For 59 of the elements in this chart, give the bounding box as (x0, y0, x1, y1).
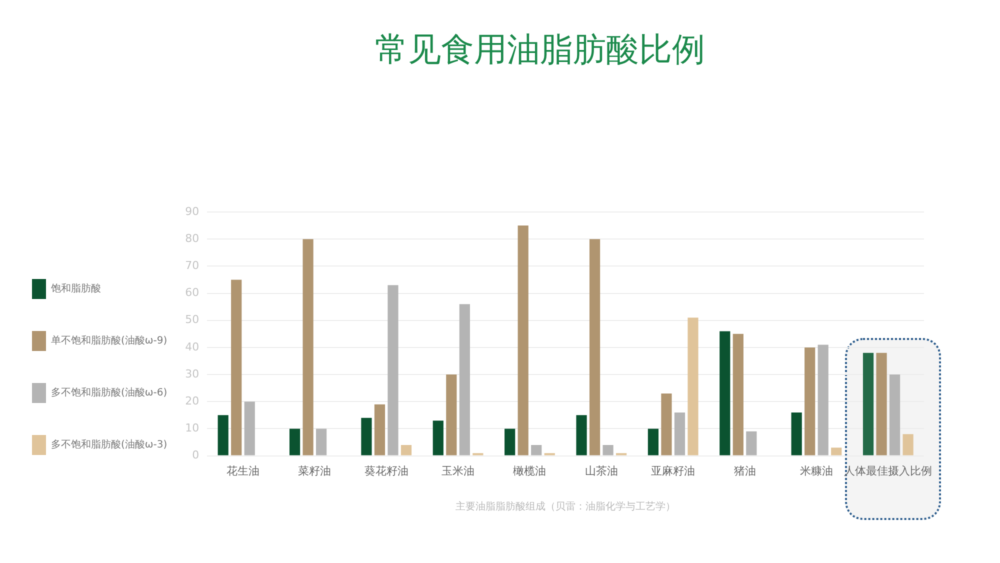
bar (302, 239, 314, 456)
bar (732, 334, 744, 456)
y-tick-label: 60 (185, 286, 200, 300)
x-tick-label: 山茶油 (584, 464, 618, 478)
bar (289, 428, 300, 456)
chart-title: 常见食用油脂肪酸比例 (375, 30, 705, 69)
legend-label: 多不饱和脂肪酸(油酸ω-3) (51, 438, 168, 451)
bar (831, 448, 842, 456)
y-tick-label: 10 (185, 422, 200, 435)
bar (218, 415, 228, 456)
y-tick-label: 0 (192, 448, 200, 462)
bar (576, 415, 587, 456)
bar (688, 318, 698, 456)
bar (316, 428, 327, 456)
bar (504, 428, 516, 456)
x-tick-label: 菜籽油 (298, 464, 332, 478)
bar (432, 420, 444, 456)
y-tick-label: 80 (185, 232, 200, 245)
bar (446, 374, 457, 456)
x-tick-label: 玉米油 (442, 464, 475, 478)
bar (602, 444, 614, 456)
bar (818, 344, 828, 456)
y-tick-label: 90 (185, 204, 200, 218)
bar (804, 347, 816, 456)
x-tick-label: 猪油 (734, 464, 756, 478)
bar (862, 352, 874, 456)
bar (400, 444, 412, 456)
x-tick-label: 葵花籽油 (364, 464, 408, 478)
y-tick-label: 70 (185, 259, 200, 272)
x-tick-label: 橄榄油 (513, 464, 546, 478)
y-tick-label: 50 (185, 313, 200, 326)
x-tick-label: 亚麻籽油 (651, 464, 696, 478)
bar (746, 431, 757, 456)
bar (648, 428, 659, 456)
x-tick-label: 人体最佳摄入比例 (844, 464, 932, 478)
bar (244, 402, 255, 456)
legend-label: 多不饱和脂肪酸(油酸ω-6) (51, 386, 168, 399)
text: 主要油脂脂肪酸组成（贝雷：油脂化学与工艺学） (456, 500, 676, 512)
bar (388, 285, 398, 456)
bar (518, 226, 528, 456)
y-tick-label: 30 (185, 367, 200, 380)
bar (374, 404, 386, 456)
bar (231, 280, 242, 456)
legend-label: 单不饱和脂肪酸(油酸ω-9) (51, 334, 168, 347)
bar (720, 331, 730, 456)
bar (889, 374, 900, 456)
y-tick-label: 40 (185, 340, 200, 354)
bar (589, 239, 600, 456)
y-tick-label: 20 (185, 394, 200, 408)
bar (791, 412, 802, 456)
bar (674, 412, 686, 456)
x-tick-label: 花生油 (226, 464, 260, 478)
bar (459, 304, 470, 456)
bar (661, 393, 672, 456)
x-tick-label: 米糠油 (800, 464, 833, 478)
bar (361, 418, 372, 456)
bar (902, 434, 914, 456)
bar (876, 352, 887, 456)
bar (531, 444, 542, 456)
